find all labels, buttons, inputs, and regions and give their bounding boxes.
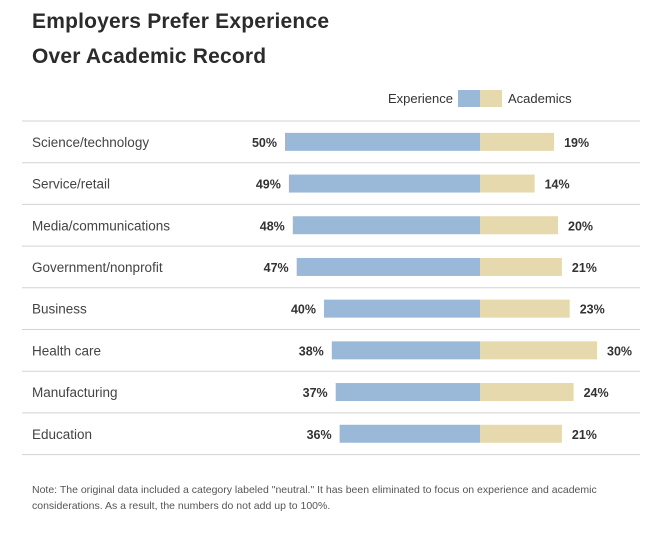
bar-experience-media-communications [292,216,480,235]
chart-svg: Experience Academics Science/technology 50%… [22,90,640,456]
value-label-academics-education: 21% [572,428,597,442]
bar-experience-health-care [331,341,480,360]
value-label-academics-science-technology: 19% [564,136,589,150]
bar-academics-service-retail [480,174,535,193]
legend-label-experience: Experience [388,91,453,106]
value-label-experience-health-care: 38% [299,344,324,358]
value-label-academics-business: 23% [580,303,605,317]
category-label-manufacturing: Manufacturing [32,385,118,400]
chart-title-line-1: Employers Prefer Experience [32,10,330,33]
bar-experience-education [339,424,480,443]
category-label-business: Business [32,302,87,317]
bar-experience-science-technology [285,132,480,151]
value-label-experience-science-technology: 50% [252,136,277,150]
category-label-service-retail: Service/retail [32,177,110,192]
value-label-experience-government-nonprofit: 47% [264,261,289,275]
bar-experience-manufacturing [335,383,480,402]
category-label-media-communications: Media/communications [32,218,170,233]
bar-academics-manufacturing [480,383,574,402]
bar-experience-business [324,299,480,318]
legend-swatch-academics [480,90,502,107]
category-label-science-technology: Science/technology [32,135,149,150]
chart-note: Note: The original data included a categ… [32,484,597,512]
value-label-experience-education: 36% [307,428,332,442]
value-label-academics-government-nonprofit: 21% [572,261,597,275]
legend-label-academics: Academics [508,91,572,106]
legend-swatch-experience [458,90,480,107]
value-label-academics-media-communications: 20% [568,219,593,233]
chart-title-line-2: Over Academic Record [32,45,267,68]
bar-experience-service-retail [288,174,480,193]
value-label-academics-service-retail: 14% [545,178,570,192]
value-label-experience-service-retail: 49% [256,178,281,192]
value-label-academics-health-care: 30% [607,344,632,358]
value-label-experience-business: 40% [291,303,316,317]
value-label-experience-manufacturing: 37% [303,386,328,400]
category-label-education: Education [32,427,92,442]
bar-academics-government-nonprofit [480,257,562,276]
value-label-academics-manufacturing: 24% [584,386,609,400]
bar-academics-business [480,299,570,318]
category-label-government-nonprofit: Government/nonprofit [32,260,163,275]
bar-academics-science-technology [480,132,555,151]
bar-academics-health-care [480,341,597,360]
bar-academics-media-communications [480,216,558,235]
value-label-experience-media-communications: 48% [260,219,285,233]
bar-academics-education [480,424,562,443]
bar-experience-government-nonprofit [296,257,480,276]
category-label-health-care: Health care [32,343,101,358]
